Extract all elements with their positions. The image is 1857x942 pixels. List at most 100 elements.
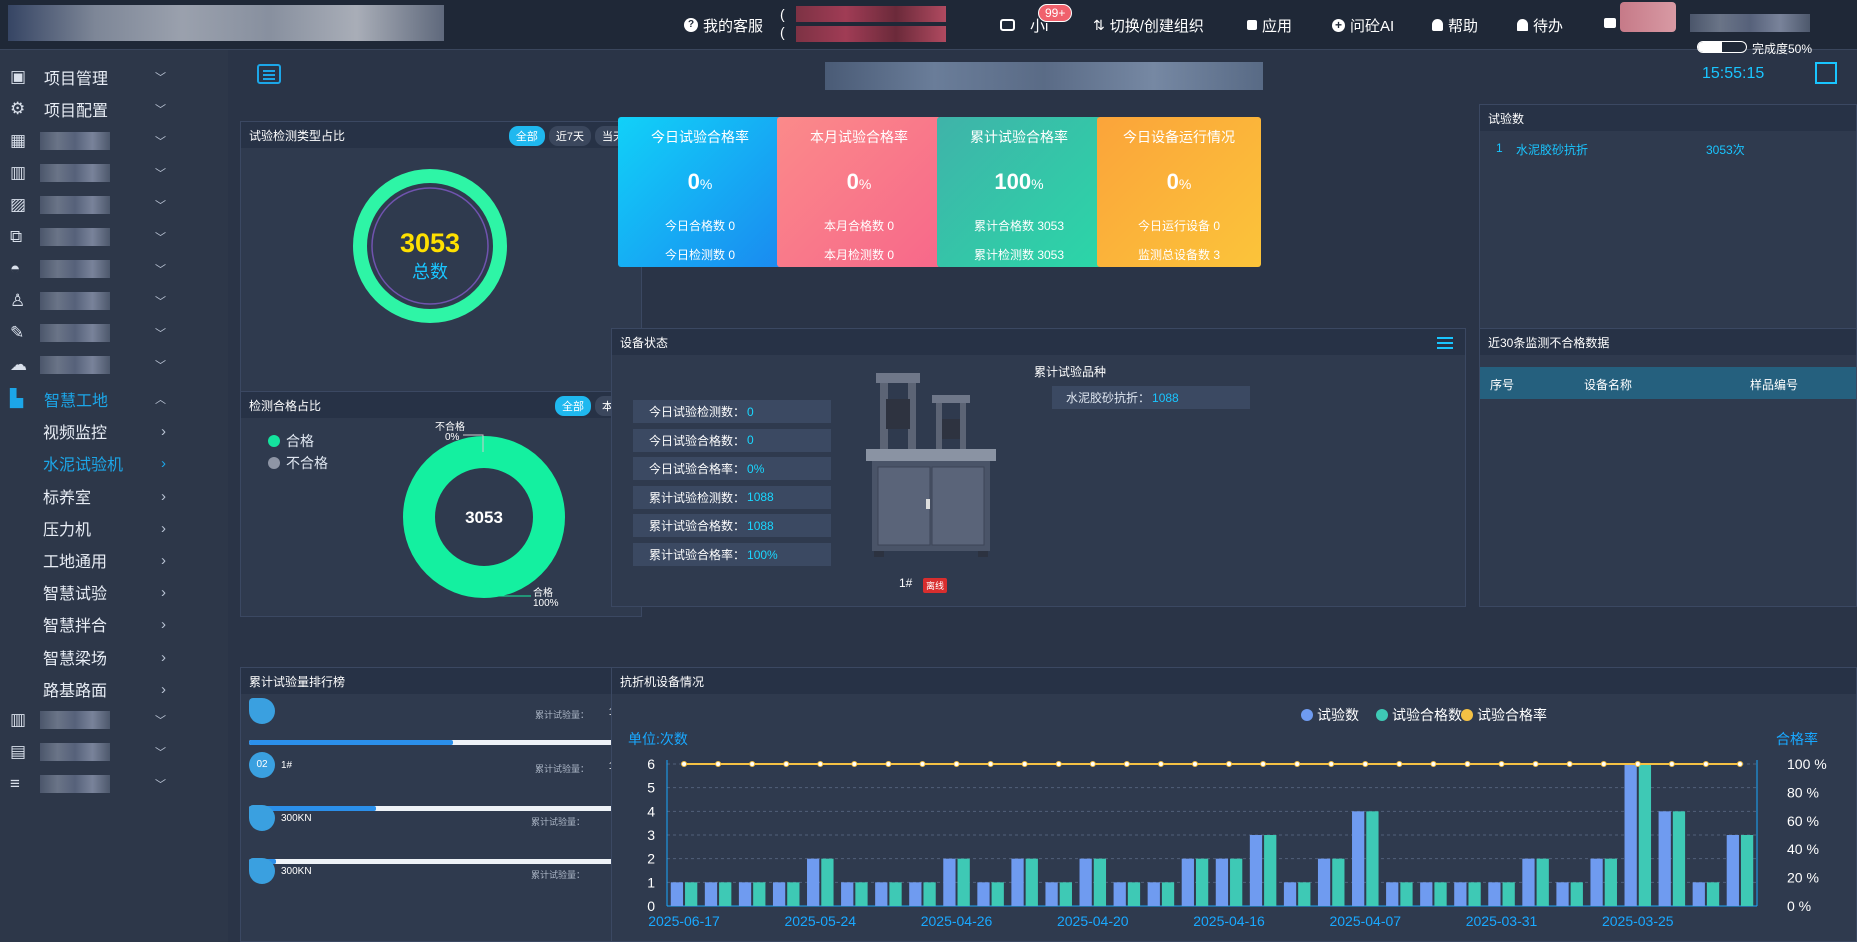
sidebar-item-7[interactable]: ♙ ﹀	[0, 283, 228, 319]
sidebar-sub-item-7[interactable]: 智慧梁场 ›	[0, 639, 228, 675]
sidebar-sub-item-0[interactable]: 视频监控 ›	[0, 413, 228, 449]
message-icon[interactable]	[1604, 18, 1616, 28]
bar-tests	[1624, 764, 1637, 906]
sidebar-tail-item-2[interactable]: ≡ ﹀	[0, 766, 228, 802]
ranking-row[interactable]: 累计试验量：1733	[241, 698, 641, 748]
help-button[interactable]: 帮助	[1432, 0, 1478, 50]
sidebar-tail-item-0[interactable]: ▥ ﹀	[0, 702, 228, 738]
pass-slice-label: 合格	[533, 586, 553, 599]
sidebar-item-1[interactable]: ⚙ 项目配置 ﹀	[0, 91, 228, 127]
equipment-chart-panel: 抗折机设备情况 试验数 试验合格数 试验合格率 单位:次数 合格率 0 1 2 3 4 5 6 0 % 2…	[611, 667, 1857, 942]
menu-toggle-icon[interactable]	[257, 64, 281, 84]
sidebar-item-0[interactable]: ▣ 项目管理 ﹀	[0, 59, 228, 95]
list-view-icon[interactable]	[1437, 337, 1453, 349]
ranking-value-label: 累计试验量：	[530, 817, 585, 827]
bar-tests	[1692, 882, 1705, 906]
equipment-chart-header: 抗折机设备情况	[612, 668, 1856, 694]
ranking-title: 累计试验量排行榜	[249, 674, 346, 689]
sidebar-tail-item-1[interactable]: ▤ ﹀	[0, 734, 228, 770]
sidebar-item-2[interactable]: ▦ ﹀	[0, 123, 228, 159]
test-count-row[interactable]: 1 水泥胶砂抗折 3053次	[1480, 141, 1857, 161]
ranking-value-label: 累计试验量：	[534, 764, 589, 774]
stat-card-number: 0	[846, 169, 859, 194]
ranking-row[interactable]: 021#累计试验量：1088	[241, 752, 641, 811]
sidebar-sub-item-8[interactable]: 路基路面 ›	[0, 671, 228, 707]
stat-card-number: 100	[994, 169, 1032, 194]
sidebar-sub-item-2[interactable]: 标养室 ›	[0, 478, 228, 514]
bar-passed	[753, 882, 766, 906]
user-name[interactable]	[1690, 14, 1810, 32]
x-tick-label: 2025-03-31	[1466, 913, 1538, 929]
bar-tests	[1113, 882, 1126, 906]
chevron-down-icon: ﹀	[155, 232, 166, 244]
stat-card-value: 100%	[937, 169, 1101, 195]
sidebar-item-label: 智慧工地	[44, 393, 109, 410]
ask-ai-button[interactable]: + 问砼AI	[1332, 0, 1394, 50]
sidebar-sub-item-1[interactable]: 水泥试验机 ›	[0, 445, 228, 481]
sidebar-sub-item-4[interactable]: 工地通用 ›	[0, 542, 228, 578]
apps-button[interactable]: 应用	[1247, 0, 1292, 50]
building-icon: ▙	[10, 389, 24, 408]
bar-passed	[1570, 882, 1583, 906]
sidebar-item-5[interactable]: ⧉ ﹀	[0, 219, 228, 255]
bar-passed	[1298, 882, 1311, 906]
sidebar-item-4[interactable]: ▨ ﹀	[0, 187, 228, 223]
bar-passed	[685, 882, 698, 906]
bar-tests	[875, 882, 888, 906]
sidebar-sub-item-6[interactable]: 智慧拌合 ›	[0, 606, 228, 642]
sidebar: ▣ 项目管理 ﹀ ⚙ 项目配置 ﹀ ▦ ﹀ ▥ ﹀ ▨ ﹀ ⧉ ﹀ ◓ ﹀ ♙ ﹀ ✎ ﹀ ☁ ﹀ ▙ 智慧工地 ︿ 视频监控 › 水…	[0, 50, 228, 942]
bar-passed	[1638, 764, 1652, 906]
fullscreen-icon[interactable]	[1815, 62, 1837, 84]
stat-card-unit: %	[699, 176, 713, 192]
sidebar-item-3[interactable]: ▥ ﹀	[0, 155, 228, 191]
bar-tests	[1658, 811, 1671, 906]
cloud-icon: ☁	[10, 355, 27, 374]
test-count-name: 水泥胶砂抗折	[1516, 143, 1589, 157]
stat-card-title: 今日设备运行情况	[1123, 129, 1235, 145]
sidebar-sub-item-5[interactable]: 智慧试验 ›	[0, 574, 228, 610]
stat-card-0: 今日试验合格率 0% 今日合格数 0 今日检测数 0	[618, 117, 782, 267]
stat-card-line2: 今日检测数 0	[664, 248, 735, 262]
ranking-badge	[249, 805, 275, 831]
xiaoi-button[interactable]: 小i 99+	[1000, 0, 1073, 50]
y2-tick-label: 60 %	[1787, 813, 1819, 829]
sidebar-item-8[interactable]: ✎ ﹀	[0, 315, 228, 351]
bar-tests	[1215, 858, 1229, 906]
filter-7days[interactable]: 近7天	[548, 126, 591, 146]
pass-rate-point	[1362, 761, 1369, 767]
sidebar-sub-label: 智慧拌合	[43, 618, 108, 635]
legend-fail[interactable]: 不合格	[268, 452, 328, 474]
stat-card-title: 今日试验合格率	[651, 129, 749, 145]
pass-label-line	[483, 581, 531, 597]
device-offline-badge: 离线	[923, 578, 948, 593]
todo-button[interactable]: 待办	[1517, 0, 1563, 50]
sidebar-sub-label: 标养室	[43, 490, 92, 507]
x-tick-label: 2025-03-25	[1602, 913, 1674, 929]
pass-filter-all[interactable]: 全部	[555, 396, 591, 416]
test-count-index: 1	[1496, 141, 1503, 155]
bar-passed	[1672, 811, 1686, 906]
sidebar-sub-label: 智慧梁场	[43, 651, 108, 668]
type-ratio-chart: 3053 总数	[353, 169, 507, 323]
device-stat-value: 1088	[747, 518, 774, 533]
sidebar-sub-item-3[interactable]: 压力机 ›	[0, 510, 228, 546]
switch-icon: ⇅	[1093, 16, 1105, 33]
bar-tests	[1590, 858, 1603, 906]
user-avatar[interactable]	[1620, 2, 1676, 32]
stat-card-line1: 今日运行设备 0	[1137, 219, 1220, 233]
sidebar-item-6[interactable]: ◓ ﹀	[0, 251, 228, 287]
ranking-header: 累计试验量排行榜	[241, 668, 641, 694]
variety-row: 水泥胶砂抗折： 1088	[1052, 386, 1250, 409]
switch-org-button[interactable]: ⇅ 切换/创建组织	[1093, 0, 1204, 50]
y-tick-label: 0	[647, 898, 655, 914]
bar-tests	[1726, 835, 1739, 906]
sidebar-item-9[interactable]: ☁ ﹀	[0, 347, 228, 383]
legend-pass[interactable]: 合格	[268, 430, 328, 452]
filter-all[interactable]: 全部	[508, 126, 545, 146]
org-logo[interactable]	[8, 5, 444, 41]
sidebar-item-10[interactable]: ▙ 智慧工地 ︿	[0, 381, 228, 417]
customer-service-button[interactable]: ? 我的客服	[684, 0, 763, 50]
stat-card-unit: %	[1178, 176, 1192, 192]
